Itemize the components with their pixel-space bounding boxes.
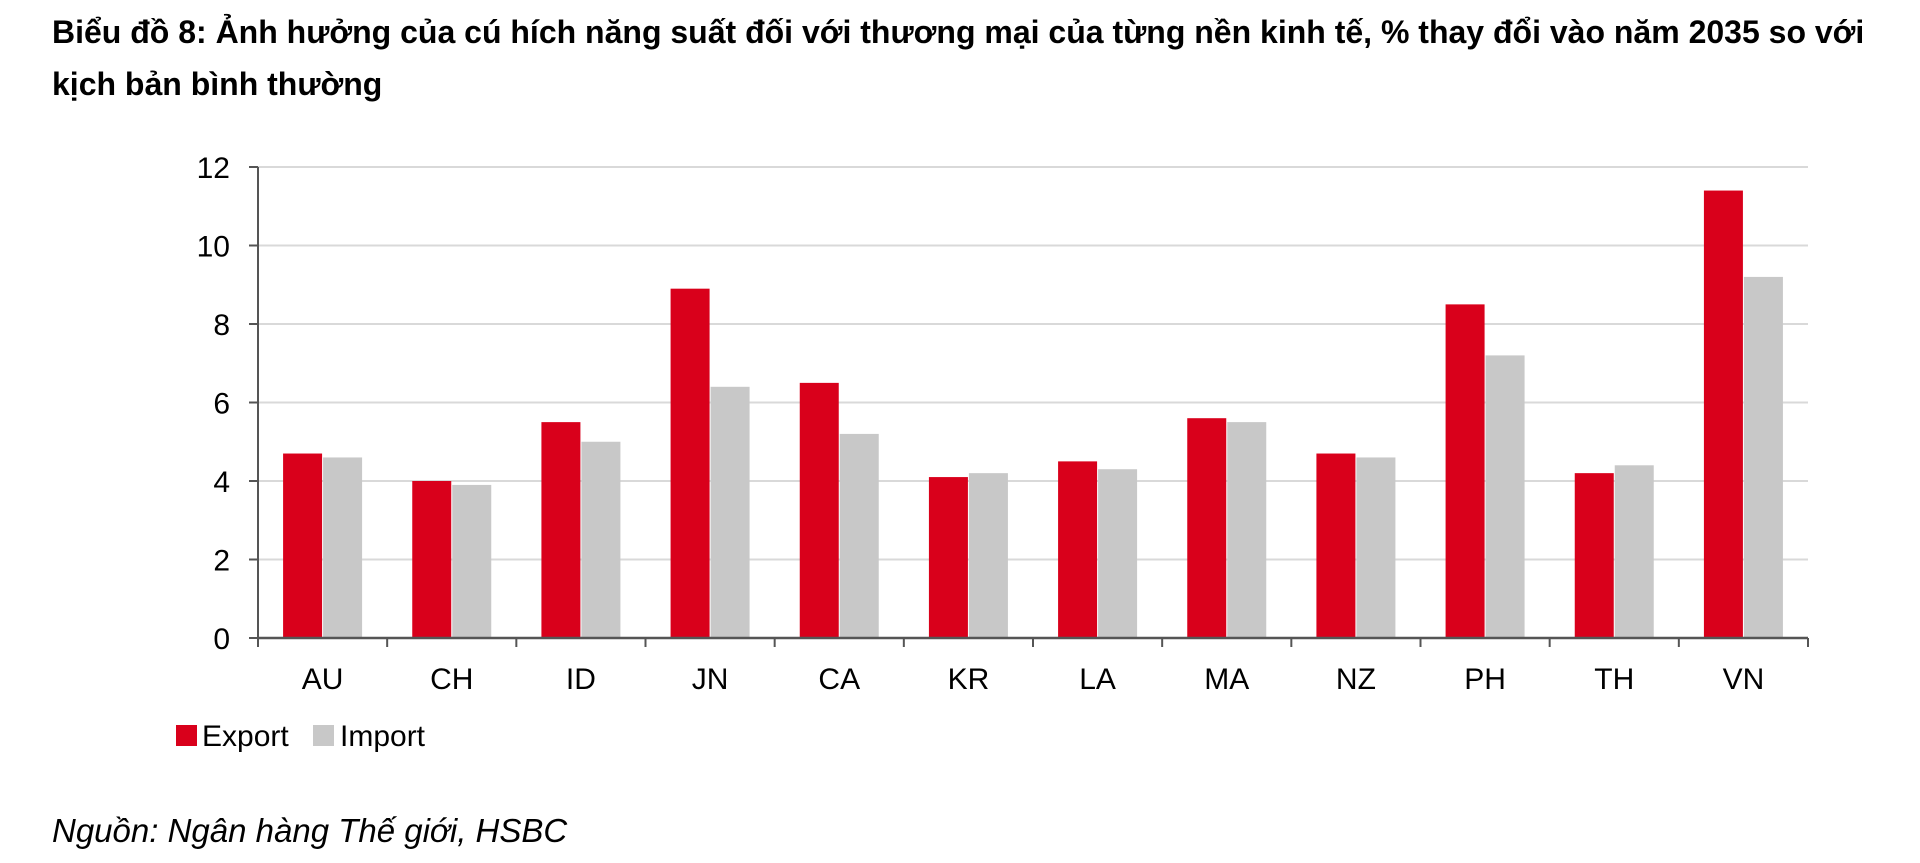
- x-category-label: JN: [692, 663, 729, 696]
- import-bar-th: [1614, 465, 1654, 638]
- legend: Export Import: [176, 720, 426, 753]
- y-tick-label: 4: [213, 466, 230, 499]
- import-bar-nz: [1356, 457, 1396, 638]
- x-category-label: NZ: [1336, 663, 1376, 696]
- export-bar-au: [283, 453, 323, 638]
- x-category-label: MA: [1204, 663, 1249, 696]
- export-bar-ph: [1445, 304, 1485, 638]
- source-note: Nguồn: Ngân hàng Thế giới, HSBC: [52, 812, 568, 849]
- bar-chart: 0 2 4 6 8 10 12 AU CH ID JN CA KR LA MA NZ PH TH VN Export…: [176, 152, 1809, 753]
- import-legend-swatch: [313, 725, 334, 746]
- import-legend-label: Import: [340, 720, 426, 753]
- export-bar-id: [541, 422, 581, 638]
- export-bar-kr: [928, 477, 968, 638]
- import-bar-au: [323, 457, 363, 638]
- bars: [283, 190, 1783, 639]
- axis-labels: 0 2 4 6 8 10 12 AU CH ID JN CA KR LA MA NZ PH TH VN: [197, 152, 1765, 696]
- import-bar-ma: [1227, 422, 1267, 638]
- export-bar-ch: [412, 481, 452, 638]
- export-bar-vn: [1703, 190, 1743, 639]
- import-bar-kr: [968, 473, 1008, 638]
- x-category-label: VN: [1723, 663, 1765, 696]
- export-bar-th: [1574, 473, 1614, 638]
- y-tick-label: 6: [213, 388, 230, 421]
- export-bar-jn: [670, 288, 710, 638]
- y-tick-label: 2: [213, 545, 230, 578]
- x-category-label: CA: [818, 663, 860, 696]
- x-category-label: TH: [1594, 663, 1634, 696]
- export-bar-ca: [799, 382, 839, 638]
- import-bar-id: [581, 441, 621, 638]
- import-bar-vn: [1743, 276, 1783, 638]
- y-tick-label: 8: [213, 309, 230, 342]
- axes: [249, 166, 1809, 647]
- chart-title: Biểu đồ 8: Ảnh hưởng của cú hích năng su…: [52, 14, 1865, 102]
- y-tick-label: 10: [197, 231, 230, 264]
- x-category-label: ID: [566, 663, 596, 696]
- x-category-label: PH: [1464, 663, 1506, 696]
- import-bar-la: [1098, 469, 1138, 638]
- export-legend-label: Export: [202, 720, 289, 753]
- import-bar-ph: [1485, 355, 1525, 638]
- y-tick-label: 0: [213, 623, 230, 656]
- export-bar-nz: [1316, 453, 1356, 638]
- export-legend-swatch: [176, 725, 197, 746]
- x-category-label: CH: [430, 663, 473, 696]
- import-bar-jn: [710, 386, 750, 638]
- x-category-label: KR: [948, 663, 990, 696]
- x-category-label: AU: [302, 663, 344, 696]
- x-category-label: LA: [1079, 663, 1116, 696]
- gridlines: [258, 166, 1808, 561]
- y-tick-label: 12: [197, 152, 230, 185]
- export-bar-la: [1058, 461, 1098, 638]
- import-bar-ca: [839, 433, 879, 638]
- import-bar-ch: [452, 484, 492, 638]
- export-bar-ma: [1187, 418, 1227, 638]
